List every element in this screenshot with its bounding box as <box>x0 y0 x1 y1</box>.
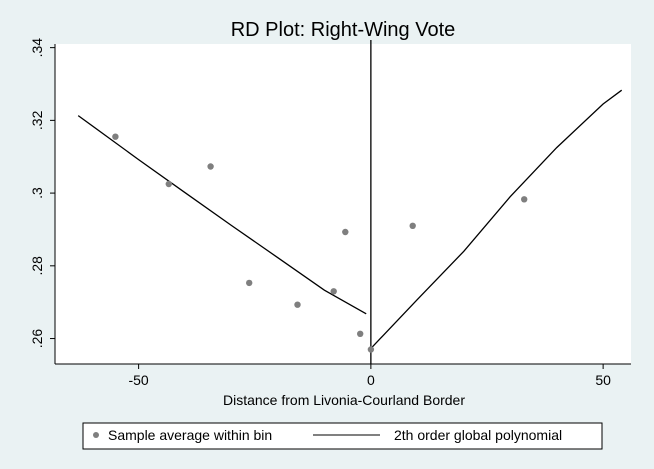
y-tick-label: .32 <box>29 110 45 130</box>
legend-marker-scatter <box>93 432 99 438</box>
x-tick-label: -50 <box>128 372 148 388</box>
scatter-point <box>294 301 301 308</box>
scatter-point <box>330 288 337 295</box>
scatter-points <box>112 133 528 353</box>
ticks: -50 0 50 .26 .28 .3 .32 .34 <box>29 38 611 388</box>
scatter-point <box>521 196 528 203</box>
fit-line-left <box>77 115 367 315</box>
axes <box>54 40 631 365</box>
scatter-point <box>409 222 416 229</box>
x-tick-label: 50 <box>595 372 611 388</box>
plot-area <box>55 44 631 364</box>
y-tick-label: .28 <box>29 256 45 276</box>
scatter-point <box>367 346 375 353</box>
y-tick-label: .26 <box>29 329 45 349</box>
legend: Sample average within bin 2th order glob… <box>82 422 603 450</box>
legend-label-scatter: Sample average within bin <box>108 427 272 443</box>
scatter-point <box>207 163 214 170</box>
legend-label-line: 2th order global polynomial <box>394 427 562 443</box>
fit-lines <box>77 89 623 349</box>
x-tick-label: 0 <box>367 372 375 388</box>
y-tick-label: .34 <box>29 38 45 58</box>
chart-title: RD Plot: Right-Wing Vote <box>231 19 456 41</box>
x-axis-title: Distance from Livonia-Courland Border <box>223 392 465 408</box>
scatter-point <box>165 180 172 188</box>
scatter-point <box>112 133 119 140</box>
legend-box <box>82 422 603 450</box>
fit-line-right <box>370 89 623 349</box>
scatter-point <box>357 330 364 337</box>
y-tick-label: .3 <box>29 187 45 199</box>
scatter-point <box>246 279 253 287</box>
scatter-point <box>342 228 349 236</box>
